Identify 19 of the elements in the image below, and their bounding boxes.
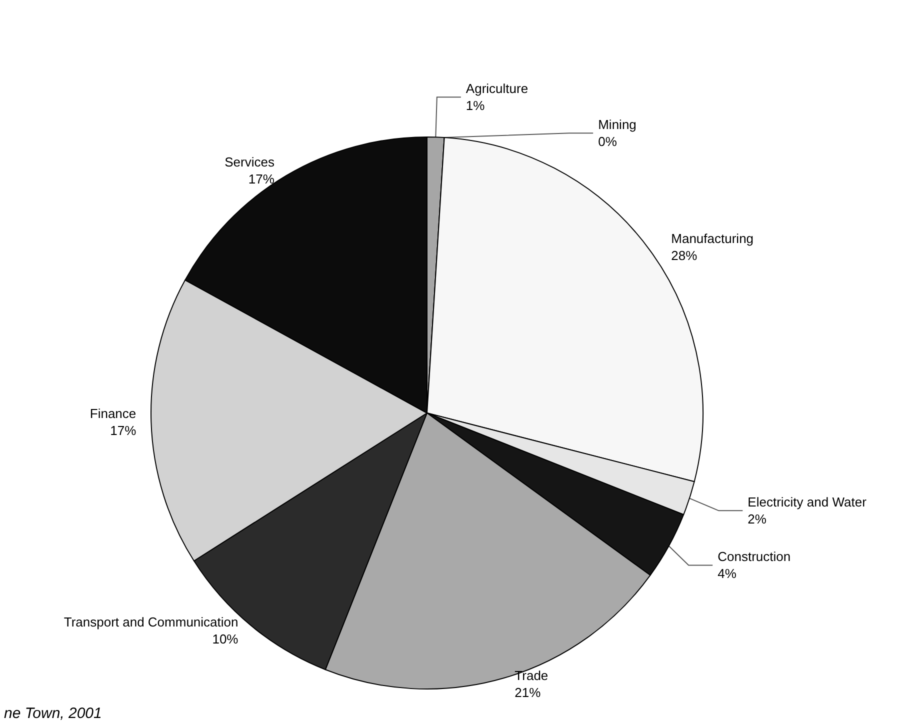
slice-label: Finance	[90, 406, 136, 421]
data-label: 17%	[248, 171, 275, 186]
slice-label: Agriculture	[466, 81, 528, 96]
text: ne Town, 2001	[4, 705, 102, 722]
data-label: 4%	[718, 566, 737, 582]
text: 0%	[598, 134, 617, 150]
data-label: 1%	[466, 98, 486, 114]
slice-label: Trade	[514, 668, 548, 683]
slice-label: Transport and Communication	[64, 614, 238, 630]
data-label: 21%	[514, 684, 542, 700]
data-label: 28%	[671, 248, 698, 264]
slice-label: Manufacturing	[671, 231, 754, 246]
data-label: 17%	[110, 422, 137, 438]
category-label: Mining	[598, 117, 636, 132]
data-label: 2%	[748, 512, 767, 527]
data-label: 10%	[212, 631, 239, 646]
slice-label: Construction	[718, 549, 791, 564]
slice-label: Services	[224, 154, 275, 170]
slice-label: Electricity and Water	[748, 494, 868, 510]
